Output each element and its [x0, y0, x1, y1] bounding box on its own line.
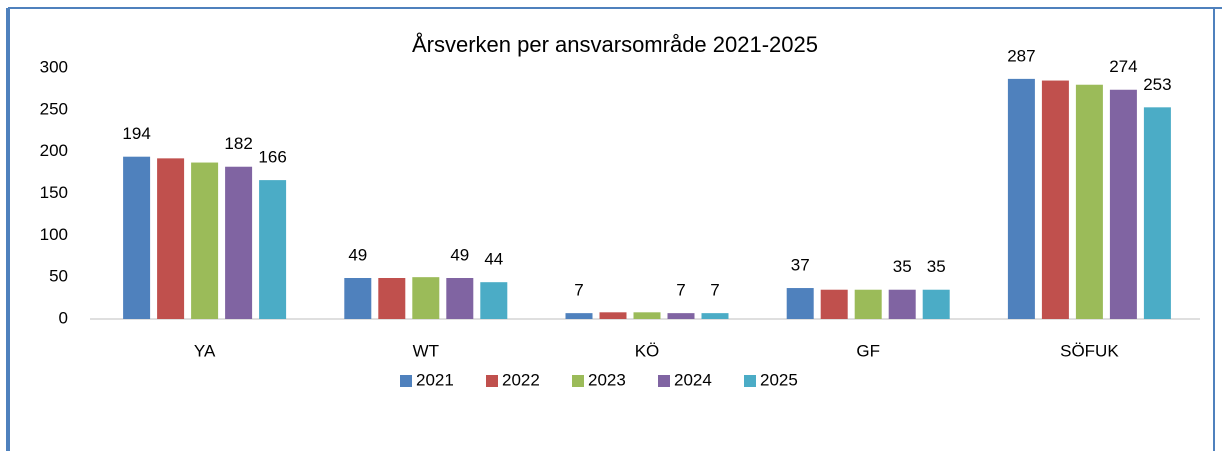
bar [1007, 78, 1035, 319]
x-tick-label: GF [856, 341, 880, 360]
legend-label: 2021 [416, 370, 454, 389]
data-label: 49 [450, 245, 469, 264]
x-tick-label: YA [194, 341, 216, 360]
data-label: 7 [574, 281, 583, 300]
bar [786, 288, 814, 319]
legend-label: 2023 [588, 370, 626, 389]
legend-swatch [658, 375, 670, 387]
bar [1143, 107, 1171, 319]
data-label: 182 [224, 134, 252, 153]
legend-label: 2024 [674, 370, 712, 389]
data-label: 253 [1143, 75, 1171, 94]
bar [701, 313, 729, 319]
data-label: 194 [122, 124, 150, 143]
data-label: 166 [258, 148, 286, 167]
y-tick-label: 100 [40, 225, 68, 244]
bar [922, 289, 950, 319]
bar [820, 289, 848, 319]
data-label: 35 [893, 257, 912, 276]
data-label: 37 [791, 256, 810, 275]
y-tick-label: 200 [40, 141, 68, 160]
x-tick-label: KÖ [635, 341, 660, 360]
bar [123, 156, 151, 319]
bar [565, 313, 593, 319]
bar [480, 282, 508, 319]
y-tick-label: 300 [40, 57, 68, 76]
bar [888, 289, 916, 319]
y-tick-label: 50 [49, 267, 68, 286]
chart-title: Årsverken per ansvarsområde 2021-2025 [412, 32, 818, 57]
bar [446, 278, 474, 319]
bar [191, 162, 219, 319]
bar [599, 312, 627, 319]
bar [344, 278, 372, 319]
bar [259, 180, 287, 319]
bar [854, 289, 882, 319]
bar [412, 277, 440, 319]
data-label: 7 [710, 281, 719, 300]
y-tick-label: 250 [40, 99, 68, 118]
bar [633, 312, 661, 319]
y-tick-label: 0 [59, 308, 68, 327]
bar [378, 278, 406, 319]
x-tick-label: WT [413, 341, 439, 360]
bar [157, 158, 185, 319]
data-label: 44 [484, 250, 503, 269]
bar [1075, 84, 1103, 319]
x-tick-label: SÖFUK [1060, 341, 1119, 360]
bar [1109, 89, 1137, 320]
legend-label: 2022 [502, 370, 540, 389]
data-label: 7 [676, 281, 685, 300]
legend-swatch [486, 375, 498, 387]
data-label: 35 [927, 257, 946, 276]
data-label: 274 [1109, 57, 1137, 76]
data-label: 287 [1007, 46, 1035, 65]
y-tick-label: 150 [40, 183, 68, 202]
bar [667, 313, 695, 319]
bar [1041, 80, 1069, 319]
legend-swatch [400, 375, 412, 387]
legend-label: 2025 [760, 370, 798, 389]
legend-swatch [744, 375, 756, 387]
data-label: 49 [348, 245, 367, 264]
bar [225, 166, 253, 319]
legend-swatch [572, 375, 584, 387]
